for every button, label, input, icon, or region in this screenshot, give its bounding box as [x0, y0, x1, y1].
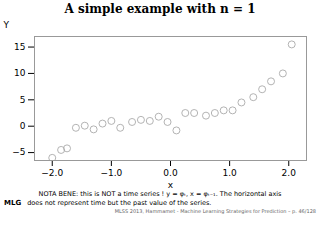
svg-text:0: 0	[20, 121, 26, 131]
svg-text:−2.0: −2.0	[41, 168, 63, 178]
svg-text:−5: −5	[12, 147, 25, 157]
svg-text:0.0: 0.0	[163, 168, 178, 178]
html-text:does not represent time but th: does not represent time but the past val…	[27, 199, 212, 207]
svg-text:1.0: 1.0	[222, 168, 237, 178]
svg-text:Y: Y	[3, 20, 10, 30]
svg-text:x: x	[168, 180, 174, 190]
html-text:MLG: MLG	[4, 199, 22, 207]
svg-text:10: 10	[14, 68, 26, 78]
html-text:NOTA BENE: this is NOT a time: NOTA BENE: this is NOT a time series ! y…	[38, 190, 282, 198]
html-text:A simple example with n = 1: A simple example with n = 1	[64, 2, 256, 16]
html-text:MLSS 2013, Hammamet - Machine: MLSS 2013, Hammamet - Machine Learning S…	[114, 208, 316, 214]
svg-text:5: 5	[20, 95, 26, 105]
svg-text:2.0: 2.0	[282, 168, 297, 178]
svg-text:15: 15	[14, 42, 25, 52]
svg-text:−1.0: −1.0	[100, 168, 122, 178]
